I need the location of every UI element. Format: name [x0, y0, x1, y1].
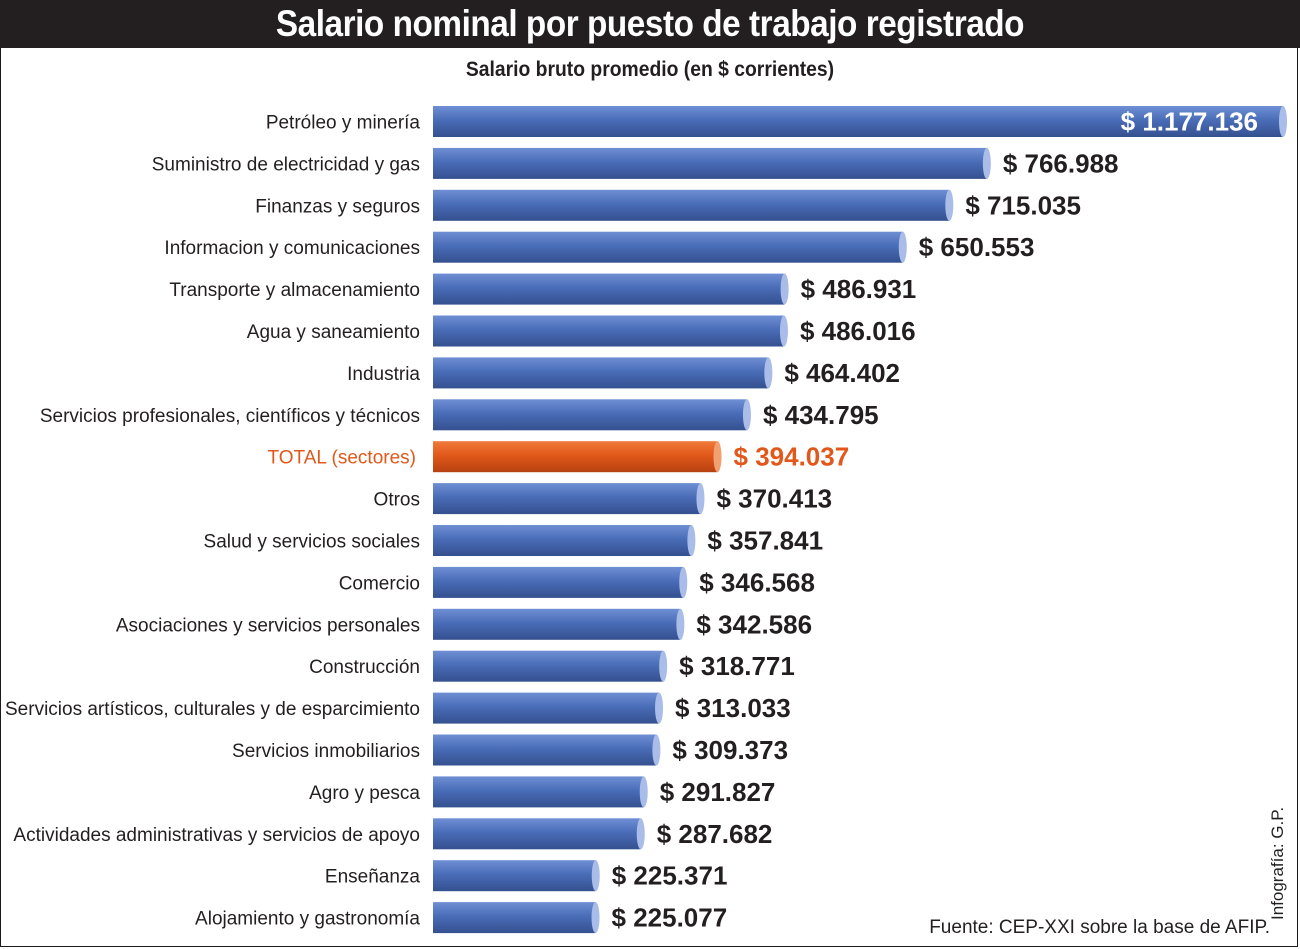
category-label-ensenanza: Enseñanza	[325, 867, 421, 888]
category-label-servicios-artisticos-culturales-y-de-esparcimiento: Servicios artísticos, culturales y de es…	[5, 699, 420, 720]
bar-cap-ensenanza	[591, 860, 600, 892]
bar-cap-actividades-administrativas-y-servicios-de-apoyo	[636, 818, 645, 850]
bar-cap-informacion-y-comunicaciones	[898, 231, 907, 263]
bar-cap-servicios-profesionales-cientificos-y-tecnicos	[742, 399, 751, 431]
value-label-comercio: $ 346.568	[699, 567, 815, 597]
category-label-industria: Industria	[347, 364, 420, 385]
credit-note: Infografía: G.P.	[1268, 806, 1287, 920]
value-label-servicios-profesionales-cientificos-y-tecnicos: $ 434.795	[763, 400, 879, 430]
bar-finanzas-y-seguros	[433, 189, 950, 221]
value-label-informacion-y-comunicaciones: $ 650.553	[919, 232, 1035, 262]
category-label-actividades-administrativas-y-servicios-de-apoyo: Actividades administrativas y servicios …	[13, 825, 420, 846]
value-label-ensenanza: $ 225.371	[612, 861, 728, 891]
bar-cap-agua-y-saneamiento	[779, 315, 788, 347]
category-label-informacion-y-comunicaciones: Informacion y comunicaciones	[164, 238, 420, 259]
bar-construccion	[433, 650, 664, 682]
value-label-transporte-y-almacenamiento: $ 486.931	[801, 274, 917, 304]
value-label-industria: $ 464.402	[784, 358, 900, 388]
bar-cap-industria	[764, 357, 773, 389]
bar-asociaciones-y-servicios-personales	[433, 608, 681, 640]
bar-cap-servicios-artisticos-culturales-y-de-esparcimiento	[655, 692, 664, 724]
value-label-suministro-de-electricidad-y-gas: $ 766.988	[1003, 148, 1119, 178]
bar-cap-asociaciones-y-servicios-personales	[676, 608, 685, 640]
value-label-servicios-artisticos-culturales-y-de-esparcimiento: $ 313.033	[675, 693, 791, 723]
category-label-agua-y-saneamiento: Agua y saneamiento	[247, 322, 420, 343]
value-label-otros: $ 370.413	[716, 484, 832, 514]
category-label-alojamiento-y-gastronomia: Alojamiento y gastronomía	[195, 909, 420, 930]
value-label-alojamiento-y-gastronomia: $ 225.077	[612, 903, 728, 933]
bar-cap-comercio	[679, 566, 688, 598]
bar-cap-finanzas-y-seguros	[945, 189, 954, 221]
bar-cap-petroleo-y-mineria	[1279, 106, 1287, 137]
bar-informacion-y-comunicaciones	[433, 231, 903, 263]
category-label-servicios-inmobiliarios: Servicios inmobiliarios	[232, 741, 420, 762]
bar-otros	[433, 483, 701, 515]
value-label-agro-y-pesca: $ 291.827	[660, 777, 776, 807]
value-label-total-sectores: $ 394.037	[734, 442, 850, 472]
bars-group: Petróleo y minería $ 1.177.136 Suministro …	[5, 106, 1287, 934]
category-label-agro-y-pesca: Agro y pesca	[309, 783, 420, 804]
bar-comercio	[433, 566, 684, 598]
bar-suministro-de-electricidad-y-gas	[433, 147, 987, 179]
bar-total-sectores	[433, 441, 718, 473]
bar-salud-y-servicios-sociales	[433, 525, 692, 556]
category-label-finanzas-y-seguros: Finanzas y seguros	[255, 196, 420, 217]
bar-cap-total-sectores	[713, 441, 722, 473]
value-label-servicios-inmobiliarios: $ 309.373	[672, 735, 788, 765]
bar-industria	[433, 357, 769, 389]
category-label-salud-y-servicios-sociales: Salud y servicios sociales	[204, 532, 420, 553]
bar-cap-otros	[696, 483, 705, 515]
bar-actividades-administrativas-y-servicios-de-apoyo	[433, 818, 641, 850]
category-label-petroleo-y-mineria: Petróleo y minería	[266, 113, 421, 134]
bar-cap-construccion	[659, 650, 668, 682]
value-label-actividades-administrativas-y-servicios-de-apoyo: $ 287.682	[657, 819, 773, 849]
bar-servicios-artisticos-culturales-y-de-esparcimiento	[433, 692, 660, 724]
bar-petroleo-y-mineria	[433, 106, 1283, 137]
category-label-suministro-de-electricidad-y-gas: Suministro de electricidad y gas	[152, 154, 420, 175]
value-label-agua-y-saneamiento: $ 486.016	[800, 316, 916, 346]
category-label-transporte-y-almacenamiento: Transporte y almacenamiento	[169, 280, 420, 301]
category-label-otros: Otros	[374, 490, 420, 511]
bar-cap-alojamiento-y-gastronomia	[591, 902, 600, 934]
bar-servicios-inmobiliarios	[433, 734, 657, 766]
chart-title: Salario nominal por puesto de trabajo re…	[275, 3, 1025, 44]
category-label-asociaciones-y-servicios-personales: Asociaciones y servicios personales	[116, 615, 420, 636]
chart-subtitle: Salario bruto promedio (en $ corrientes)	[465, 58, 835, 81]
bar-alojamiento-y-gastronomia	[433, 902, 596, 934]
category-label-servicios-profesionales-cientificos-y-tecnicos: Servicios profesionales, científicos y t…	[40, 406, 420, 427]
category-label-total-sectores: TOTAL (sectores)	[267, 448, 416, 469]
bar-cap-salud-y-servicios-sociales	[687, 525, 696, 556]
title-bar	[0, 0, 1300, 48]
bar-cap-servicios-inmobiliarios	[652, 734, 661, 766]
bar-transporte-y-almacenamiento	[433, 273, 785, 305]
bar-cap-agro-y-pesca	[639, 776, 648, 808]
bar-ensenanza	[433, 860, 596, 892]
bar-agua-y-saneamiento	[433, 315, 784, 347]
value-label-construccion: $ 318.771	[679, 651, 795, 681]
bar-servicios-profesionales-cientificos-y-tecnicos	[433, 399, 747, 431]
source-note: Fuente: CEP-XXI sobre la base de AFIP.	[929, 917, 1270, 938]
bar-cap-transporte-y-almacenamiento	[780, 273, 789, 305]
value-label-finanzas-y-seguros: $ 715.035	[965, 190, 1081, 220]
category-label-construccion: Construcción	[309, 657, 420, 678]
value-label-petroleo-y-mineria: $ 1.177.136	[1121, 107, 1258, 137]
value-label-asociaciones-y-servicios-personales: $ 342.586	[696, 609, 812, 639]
bar-cap-suministro-de-electricidad-y-gas	[982, 147, 991, 179]
category-label-comercio: Comercio	[339, 573, 420, 594]
value-label-salud-y-servicios-sociales: $ 357.841	[707, 526, 823, 556]
bar-agro-y-pesca	[433, 776, 644, 808]
